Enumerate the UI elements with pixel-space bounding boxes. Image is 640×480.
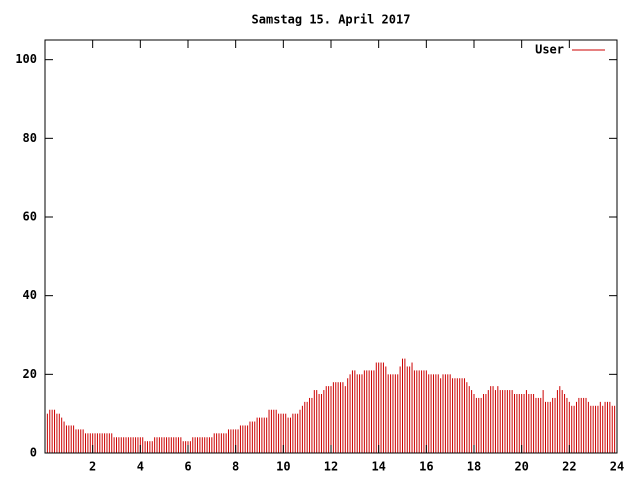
y-tick-label: 0 bbox=[30, 446, 37, 460]
y-tick-label: 80 bbox=[23, 131, 37, 145]
y-tick-label: 40 bbox=[23, 288, 37, 302]
x-tick-label: 22 bbox=[562, 460, 576, 474]
x-tick-label: 14 bbox=[371, 460, 385, 474]
y-tick-label: 60 bbox=[23, 210, 37, 224]
legend-label: User bbox=[535, 43, 564, 57]
y-tick-label: 100 bbox=[15, 52, 37, 66]
x-tick-label: 16 bbox=[419, 460, 433, 474]
plot-border bbox=[44, 39, 618, 454]
x-tick-label: 10 bbox=[276, 460, 290, 474]
x-tick-label: 20 bbox=[514, 460, 528, 474]
x-tick-label: 12 bbox=[324, 460, 338, 474]
x-tick-label: 18 bbox=[467, 460, 481, 474]
x-tick-label: 2 bbox=[89, 460, 96, 474]
x-tick-label: 24 bbox=[610, 460, 624, 474]
y-tick-label: 20 bbox=[23, 367, 37, 381]
chart-title: Samstag 15. April 2017 bbox=[252, 13, 411, 27]
x-tick-label: 6 bbox=[184, 460, 191, 474]
x-tick-label: 4 bbox=[137, 460, 144, 474]
x-tick-label: 8 bbox=[232, 460, 239, 474]
